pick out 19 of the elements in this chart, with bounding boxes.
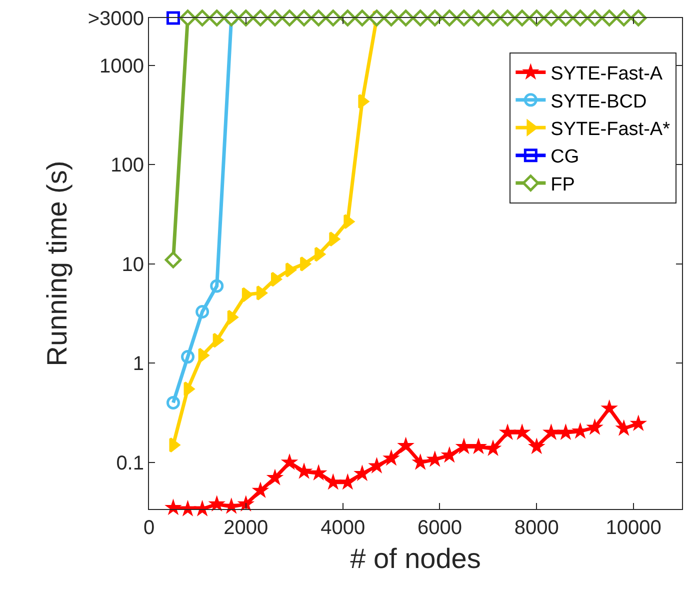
legend-label: SYTE-Fast-A (550, 64, 663, 85)
x-tick-label: 0 (143, 517, 155, 539)
y-tick-label: 1000 (100, 55, 144, 78)
y-tick-label: 0.1 (116, 452, 144, 474)
y-tick-label: 10 (122, 254, 144, 276)
y-axis-title: Running time (s) (42, 160, 73, 366)
y-tick-label: >3000 (88, 8, 144, 30)
y-tick-label: 1 (132, 353, 144, 376)
legend-label: FP (550, 174, 575, 196)
x-tick-label: 2000 (224, 517, 268, 539)
x-tick-label: 10000 (606, 517, 662, 539)
legend-label: SYTE-Fast-A* (550, 119, 671, 140)
x-tick-label: 4000 (320, 517, 366, 539)
legend-label: CG (550, 146, 580, 168)
x-tick-label: 6000 (417, 517, 462, 539)
x-tick-label: 8000 (514, 517, 559, 539)
y-tick-label: 100 (110, 154, 144, 177)
x-axis-title: # of nodes (350, 543, 481, 574)
legend-label: SYTE-BCD (550, 91, 647, 112)
